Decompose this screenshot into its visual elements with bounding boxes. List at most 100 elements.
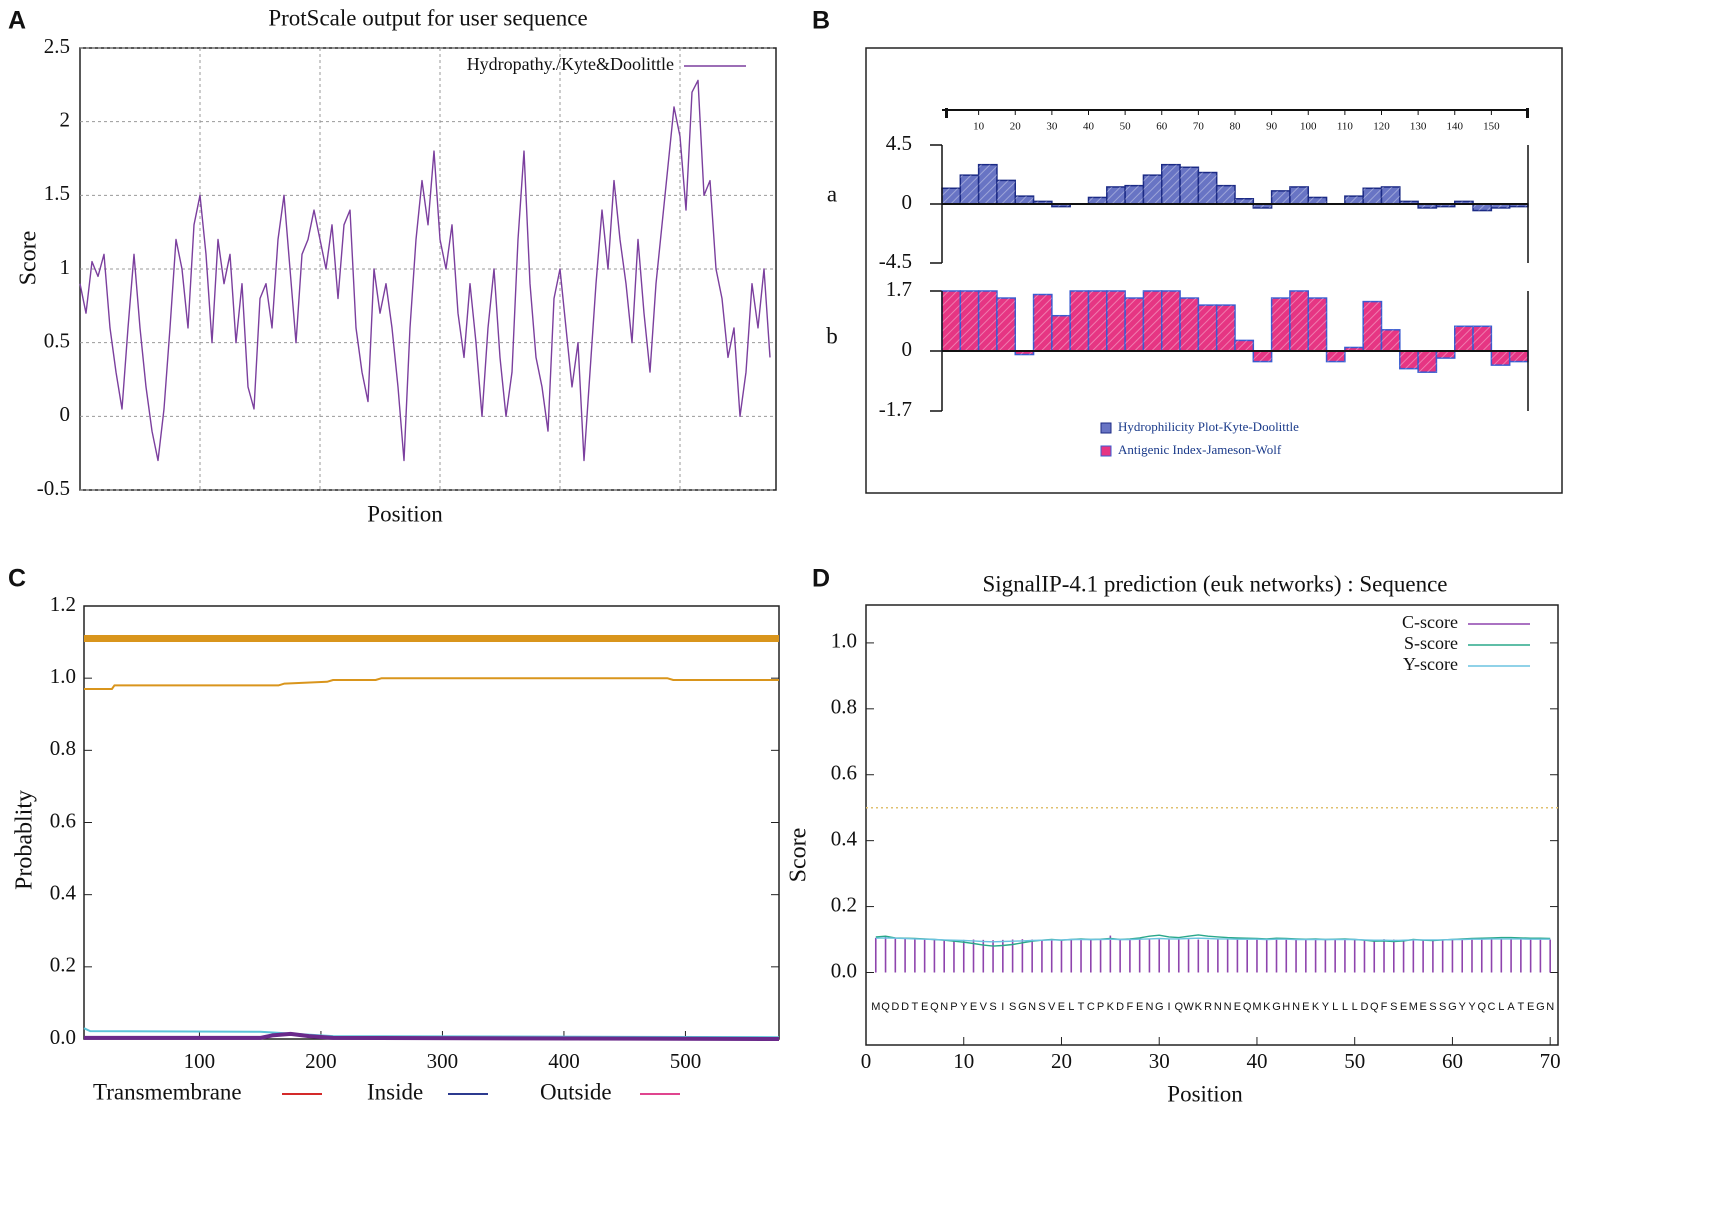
legend-label: Inside: [367, 1079, 423, 1104]
x-tick-label: 110: [1337, 121, 1354, 133]
area-hatch: [942, 188, 961, 204]
sequence-letter: K: [1107, 1001, 1115, 1013]
y-tick-label: 0: [60, 402, 71, 426]
legend-swatch: [1100, 445, 1112, 457]
sequence-letter: E: [1234, 1001, 1241, 1013]
x-tick-label: 20: [1051, 1049, 1072, 1073]
sequence-letter: D: [891, 1001, 899, 1013]
panel-label: D: [812, 565, 830, 593]
y-tick-label: 0.0: [50, 1025, 76, 1049]
area-hatch: [1235, 198, 1254, 204]
y-tick-label: 0.6: [50, 808, 76, 832]
area-hatch: [1216, 185, 1235, 204]
area-hatch: [1344, 196, 1364, 204]
area-hatch: [978, 164, 997, 204]
area-hatch: [1381, 329, 1400, 351]
area-hatch: [1509, 204, 1528, 207]
area-hatch: [1436, 204, 1455, 207]
x-axis-label: Position: [1167, 1081, 1243, 1106]
sequence-letter: G: [1155, 1001, 1164, 1013]
area-hatch: [1509, 351, 1528, 362]
y-tick-label: -1.7: [879, 397, 912, 421]
area-hatch: [1363, 301, 1382, 351]
legend-label: S-score: [1404, 633, 1458, 653]
area-hatch: [978, 291, 997, 351]
panel-b-box: [865, 47, 1563, 494]
y-tick-label: -4.5: [879, 249, 912, 273]
panel-label: C: [8, 565, 26, 593]
sequence-letter: G: [1448, 1001, 1457, 1013]
sequence-letter: Q: [1477, 1001, 1486, 1013]
sequence-letter: E: [970, 1001, 977, 1013]
x-tick-label: 80: [1230, 121, 1242, 133]
x-tick-label: 10: [953, 1049, 974, 1073]
sequence-letter: M: [1252, 1001, 1261, 1013]
y-tick-label: 0: [902, 337, 913, 361]
x-tick-label: 500: [670, 1049, 702, 1073]
sequence-letter: L: [1342, 1001, 1348, 1013]
area-hatch: [1015, 351, 1034, 355]
sequence-letter: E: [921, 1001, 928, 1013]
x-tick-label: 90: [1266, 121, 1278, 133]
area-hatch: [1473, 204, 1492, 211]
x-tick-label: 100: [1300, 121, 1317, 133]
panel-label: B: [812, 7, 830, 35]
area-hatch: [1088, 197, 1107, 204]
sequence-letter: M: [1409, 1001, 1418, 1013]
x-tick-label: 70: [1540, 1049, 1561, 1073]
area-hatch: [1436, 351, 1455, 359]
area-hatch: [1125, 298, 1144, 351]
sequence-letter: N: [1214, 1001, 1222, 1013]
sequence-letter: S: [989, 1001, 996, 1013]
sequence-letter: Y: [1322, 1001, 1330, 1013]
area-hatch: [1253, 204, 1272, 208]
sequence-letter: E: [1302, 1001, 1309, 1013]
legend-label: Y-score: [1403, 654, 1458, 674]
sequence-letter: L: [1352, 1001, 1358, 1013]
area-hatch: [1088, 291, 1107, 351]
x-tick-label: 0: [861, 1049, 872, 1073]
area-hatch: [960, 175, 979, 204]
series-line: [84, 1031, 780, 1041]
x-tick-label: 200: [305, 1049, 337, 1073]
sequence-letter: P: [950, 1001, 957, 1013]
sequence-letter: N: [1028, 1001, 1036, 1013]
y-tick-label: 0: [902, 190, 913, 214]
sequence-letter: N: [1224, 1001, 1232, 1013]
sequence-letter: T: [1517, 1001, 1524, 1013]
axis-end: [1526, 108, 1529, 118]
y-axis-label: Score: [16, 231, 42, 286]
sequence-letter: T: [1078, 1001, 1085, 1013]
area-hatch: [1198, 305, 1217, 351]
sequence-letter: S: [1439, 1001, 1446, 1013]
area-hatch: [1289, 186, 1309, 204]
y-tick-label: 0.2: [50, 953, 76, 977]
sequence-letter: E: [1136, 1001, 1143, 1013]
area-hatch: [942, 291, 961, 351]
sequence-letter: N: [1292, 1001, 1300, 1013]
area-hatch: [1399, 351, 1419, 369]
sequence-letter: P: [1097, 1001, 1104, 1013]
area-hatch: [1491, 204, 1510, 208]
sequence-letter: D: [1116, 1001, 1124, 1013]
chart-title: ProtScale output for user sequence: [268, 5, 587, 30]
area-hatch: [1051, 315, 1071, 351]
sequence-letter: R: [1204, 1001, 1212, 1013]
sequence-letter: E: [1527, 1001, 1534, 1013]
area-hatch: [1051, 204, 1071, 207]
area-hatch: [1180, 298, 1199, 351]
area-hatch: [1491, 351, 1510, 366]
sequence-letter: Y: [1468, 1001, 1476, 1013]
sequence-letter: L: [1332, 1001, 1338, 1013]
area-hatch: [1125, 185, 1144, 204]
sequence-letter: Q: [881, 1001, 890, 1013]
subplot-label: a: [827, 181, 837, 206]
chart-title: SignalIP-4.1 prediction (euk networks) :…: [983, 571, 1448, 596]
x-tick-label: 140: [1447, 121, 1464, 133]
area-hatch: [996, 298, 1016, 351]
sequence-letter: H: [1282, 1001, 1290, 1013]
area-hatch: [996, 180, 1016, 204]
area-hatch: [1216, 305, 1235, 351]
sequence-letter: Q: [1174, 1001, 1183, 1013]
